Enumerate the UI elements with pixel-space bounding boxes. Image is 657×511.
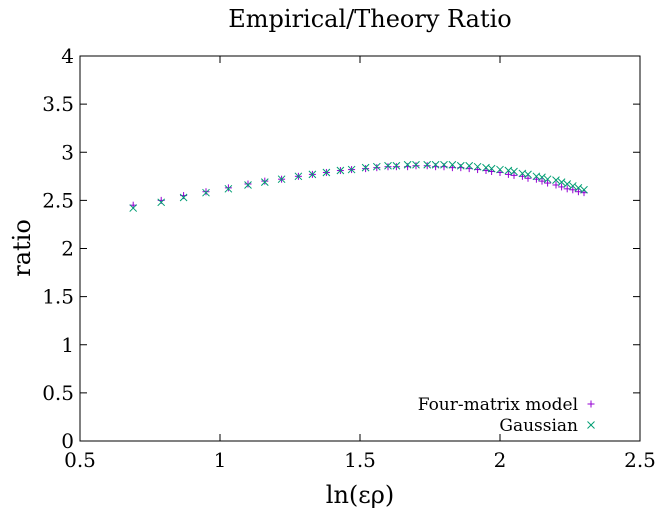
data-points (130, 161, 588, 211)
y-tick-label: 4 (61, 44, 74, 68)
four-matrix-point (525, 175, 532, 182)
x-axis-label: ln(ερ) (326, 481, 394, 509)
plot-frame (80, 56, 640, 441)
four-matrix-point (373, 164, 380, 171)
four-matrix-point (385, 163, 392, 170)
four-matrix-point (261, 178, 268, 185)
four-matrix-point (203, 188, 210, 195)
legend-label: Four-matrix model (418, 395, 578, 415)
x-tick-label: 1.5 (344, 448, 376, 472)
legend-marker (588, 401, 595, 408)
four-matrix-point (393, 163, 400, 170)
four-matrix-point (539, 178, 546, 185)
y-tick-label: 3.5 (42, 92, 74, 116)
y-tick-label: 0 (61, 429, 74, 453)
legend-label: Gaussian (499, 416, 578, 436)
four-matrix-point (245, 181, 252, 188)
y-tick-label: 3 (61, 140, 74, 164)
four-matrix-point (424, 162, 431, 169)
four-matrix-point (511, 172, 518, 179)
four-matrix-point (362, 165, 369, 172)
four-matrix-point (225, 184, 232, 191)
x-tick-label: 1 (214, 448, 227, 472)
legend-marker (588, 422, 595, 429)
x-tick-label: 2.5 (624, 448, 656, 472)
x-tick-label: 2 (494, 448, 507, 472)
y-tick-label: 1.5 (42, 285, 74, 309)
axis-ticks (80, 56, 640, 441)
y-tick-label: 2 (61, 237, 74, 261)
y-tick-label: 1 (61, 333, 74, 357)
y-tick-label: 0.5 (42, 381, 74, 405)
four-matrix-point (413, 162, 420, 169)
y-tick-label: 2.5 (42, 188, 74, 212)
y-axis-label: ratio (8, 219, 36, 277)
chart-title: Empirical/Theory Ratio (228, 5, 511, 33)
